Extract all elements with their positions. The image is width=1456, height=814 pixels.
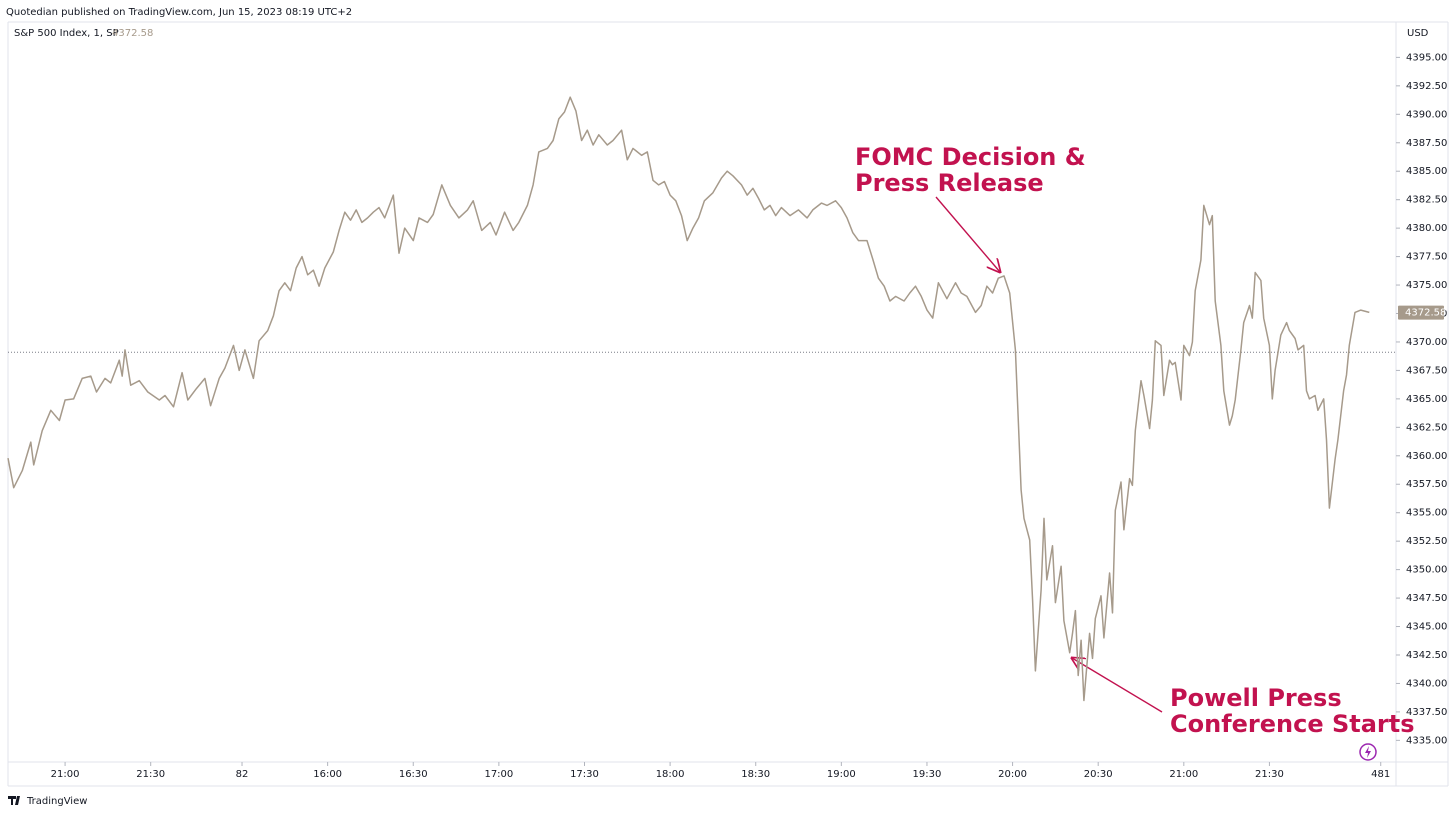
y-tick-label: 4335.00	[1406, 735, 1447, 746]
last-price-box	[1398, 305, 1444, 320]
x-tick-label: 21:30	[1255, 769, 1284, 780]
footer: TradingView	[26, 796, 87, 807]
logo	[8, 796, 20, 805]
y-tick-label: 4337.50	[1406, 707, 1447, 718]
y-tick-label: 4355.00	[1406, 508, 1447, 519]
y-tick-label: 4365.00	[1406, 394, 1447, 405]
annotation-text: Press Release	[855, 169, 1044, 197]
x-tick-label: 18:00	[656, 769, 685, 780]
x-tick-label: 19:00	[827, 769, 856, 780]
y-tick-label: 4387.50	[1406, 138, 1447, 149]
x-tick-label: 481	[1371, 769, 1390, 780]
x-tick-label: 19:30	[913, 769, 942, 780]
annotation-arrow	[935, 196, 1000, 272]
x-tick-label: 17:00	[484, 769, 513, 780]
x-tick-label: 21:00	[1169, 769, 1198, 780]
y-tick-label: 4385.00	[1406, 166, 1447, 177]
y-tick-label: 4395.00	[1406, 52, 1447, 63]
y-tick-label: 4352.50	[1406, 536, 1447, 547]
x-tick-label: 16:30	[399, 769, 428, 780]
currency: USD	[1407, 28, 1429, 39]
annotation-text: Conference Starts	[1170, 710, 1415, 738]
x-tick-label: 16:00	[313, 769, 342, 780]
y-tick-label: 4345.00	[1406, 622, 1447, 633]
alert-icon[interactable]	[1359, 743, 1377, 761]
y-tick-label: 4347.50	[1406, 593, 1447, 604]
y-tick-label: 4340.00	[1406, 678, 1447, 689]
x-tick-label: 18:30	[741, 769, 770, 780]
y-tick-label: 4380.00	[1406, 223, 1447, 234]
price-line	[7, 96, 1370, 702]
y-tick-label: 4390.00	[1406, 109, 1447, 120]
y-tick-label: 4350.00	[1406, 565, 1447, 576]
alert-bolt	[1365, 746, 1371, 758]
x-tick-label: 20:30	[1084, 769, 1113, 780]
x-tick-label: 82	[236, 769, 249, 780]
y-tick-label: 4342.50	[1406, 650, 1447, 661]
y-tick-label: 4357.50	[1406, 479, 1447, 490]
x-tick-label: 21:30	[136, 769, 165, 780]
header: Quotedian published on TradingView.com, …	[6, 7, 352, 18]
legend-title: S&P 500 Index, 1, SP	[14, 28, 119, 39]
x-tick-label: 17:30	[570, 769, 599, 780]
y-tick-label: 4375.00	[1406, 280, 1447, 291]
annotation-text: FOMC Decision &	[855, 143, 1086, 171]
x-tick-label: 20:00	[998, 769, 1027, 780]
y-tick-label: 4370.00	[1406, 337, 1447, 348]
y-tick-label: 4377.50	[1406, 252, 1447, 263]
last-price-label: 4372.58	[1405, 308, 1446, 319]
y-tick-label: 4360.00	[1406, 451, 1447, 462]
y-tick-label: 4362.50	[1406, 422, 1447, 433]
legend-value: 4372.58	[112, 28, 153, 39]
x-tick-label: 21:00	[51, 769, 80, 780]
y-tick-label: 4382.50	[1406, 195, 1447, 206]
y-tick-label: 4367.50	[1406, 365, 1447, 376]
annotation-text: Powell Press	[1170, 684, 1342, 712]
y-tick-label: 4392.50	[1406, 81, 1447, 92]
